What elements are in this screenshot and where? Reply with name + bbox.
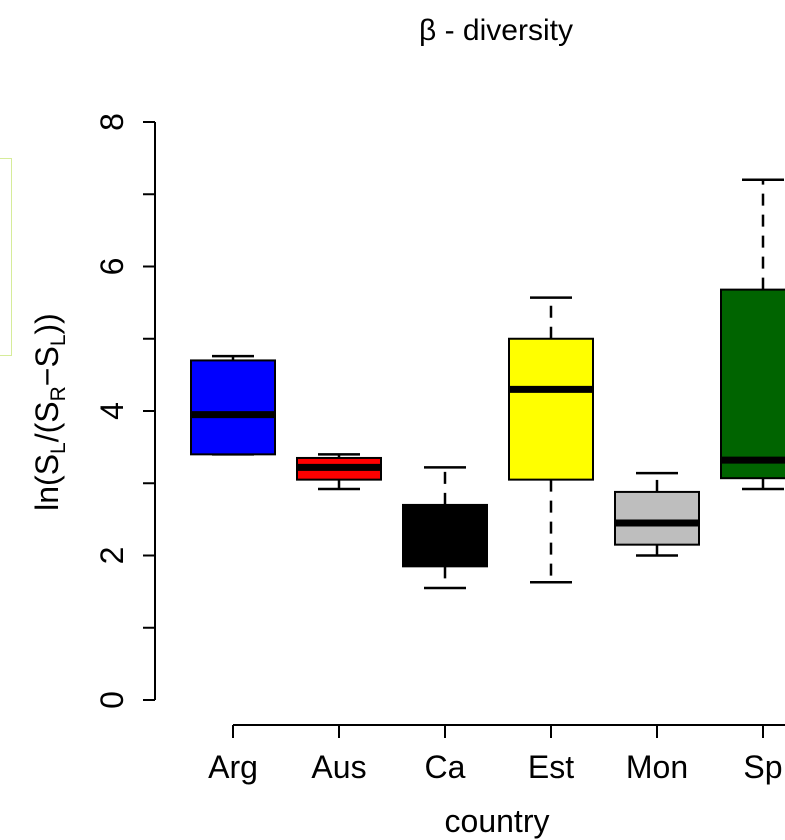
y-label-mid: /(S — [29, 401, 65, 442]
y-tick-label: 0 — [94, 691, 130, 709]
box-est — [508, 296, 594, 584]
box-arg — [190, 354, 276, 456]
y-tick-label: 2 — [94, 547, 130, 565]
y-label-sub-r: R — [47, 386, 70, 401]
y-label-suffix: )) — [29, 313, 65, 334]
x-tick-label: Sp — [743, 749, 782, 785]
box-mon — [614, 471, 700, 557]
box-body — [190, 359, 276, 456]
y-label-sub-l2: L — [47, 334, 70, 346]
x-axis-label: country — [445, 803, 550, 839]
y-tick-label: 4 — [94, 402, 130, 420]
box-body — [614, 490, 700, 546]
box-aus — [296, 453, 382, 491]
box-sp — [720, 178, 785, 491]
x-axis: Arg Aus Ca Est Mon Sp — [208, 724, 785, 785]
y-tick-label: 6 — [94, 258, 130, 276]
box-ca — [402, 466, 488, 590]
y-axis-label: ln(SL/(SR−SL)) — [29, 313, 70, 511]
y-label-minus: −S — [29, 346, 65, 386]
x-tick-label: Ca — [425, 749, 466, 785]
x-tick-label: Est — [528, 749, 574, 785]
box-body — [402, 503, 488, 568]
y-tick-label: 8 — [94, 113, 130, 131]
y-axis: 0 2 4 6 8 — [94, 113, 156, 709]
x-tick-label: Aus — [311, 749, 366, 785]
y-label-prefix: ln(S — [29, 454, 65, 511]
box-body — [508, 337, 594, 481]
chart-title: β - diversity — [419, 14, 573, 47]
y-label-sub-l: L — [47, 442, 70, 454]
x-tick-label: Mon — [626, 749, 688, 785]
box-series — [190, 178, 785, 590]
box-body — [720, 288, 785, 480]
x-tick-label: Arg — [208, 749, 258, 785]
selection-outline — [0, 158, 12, 356]
